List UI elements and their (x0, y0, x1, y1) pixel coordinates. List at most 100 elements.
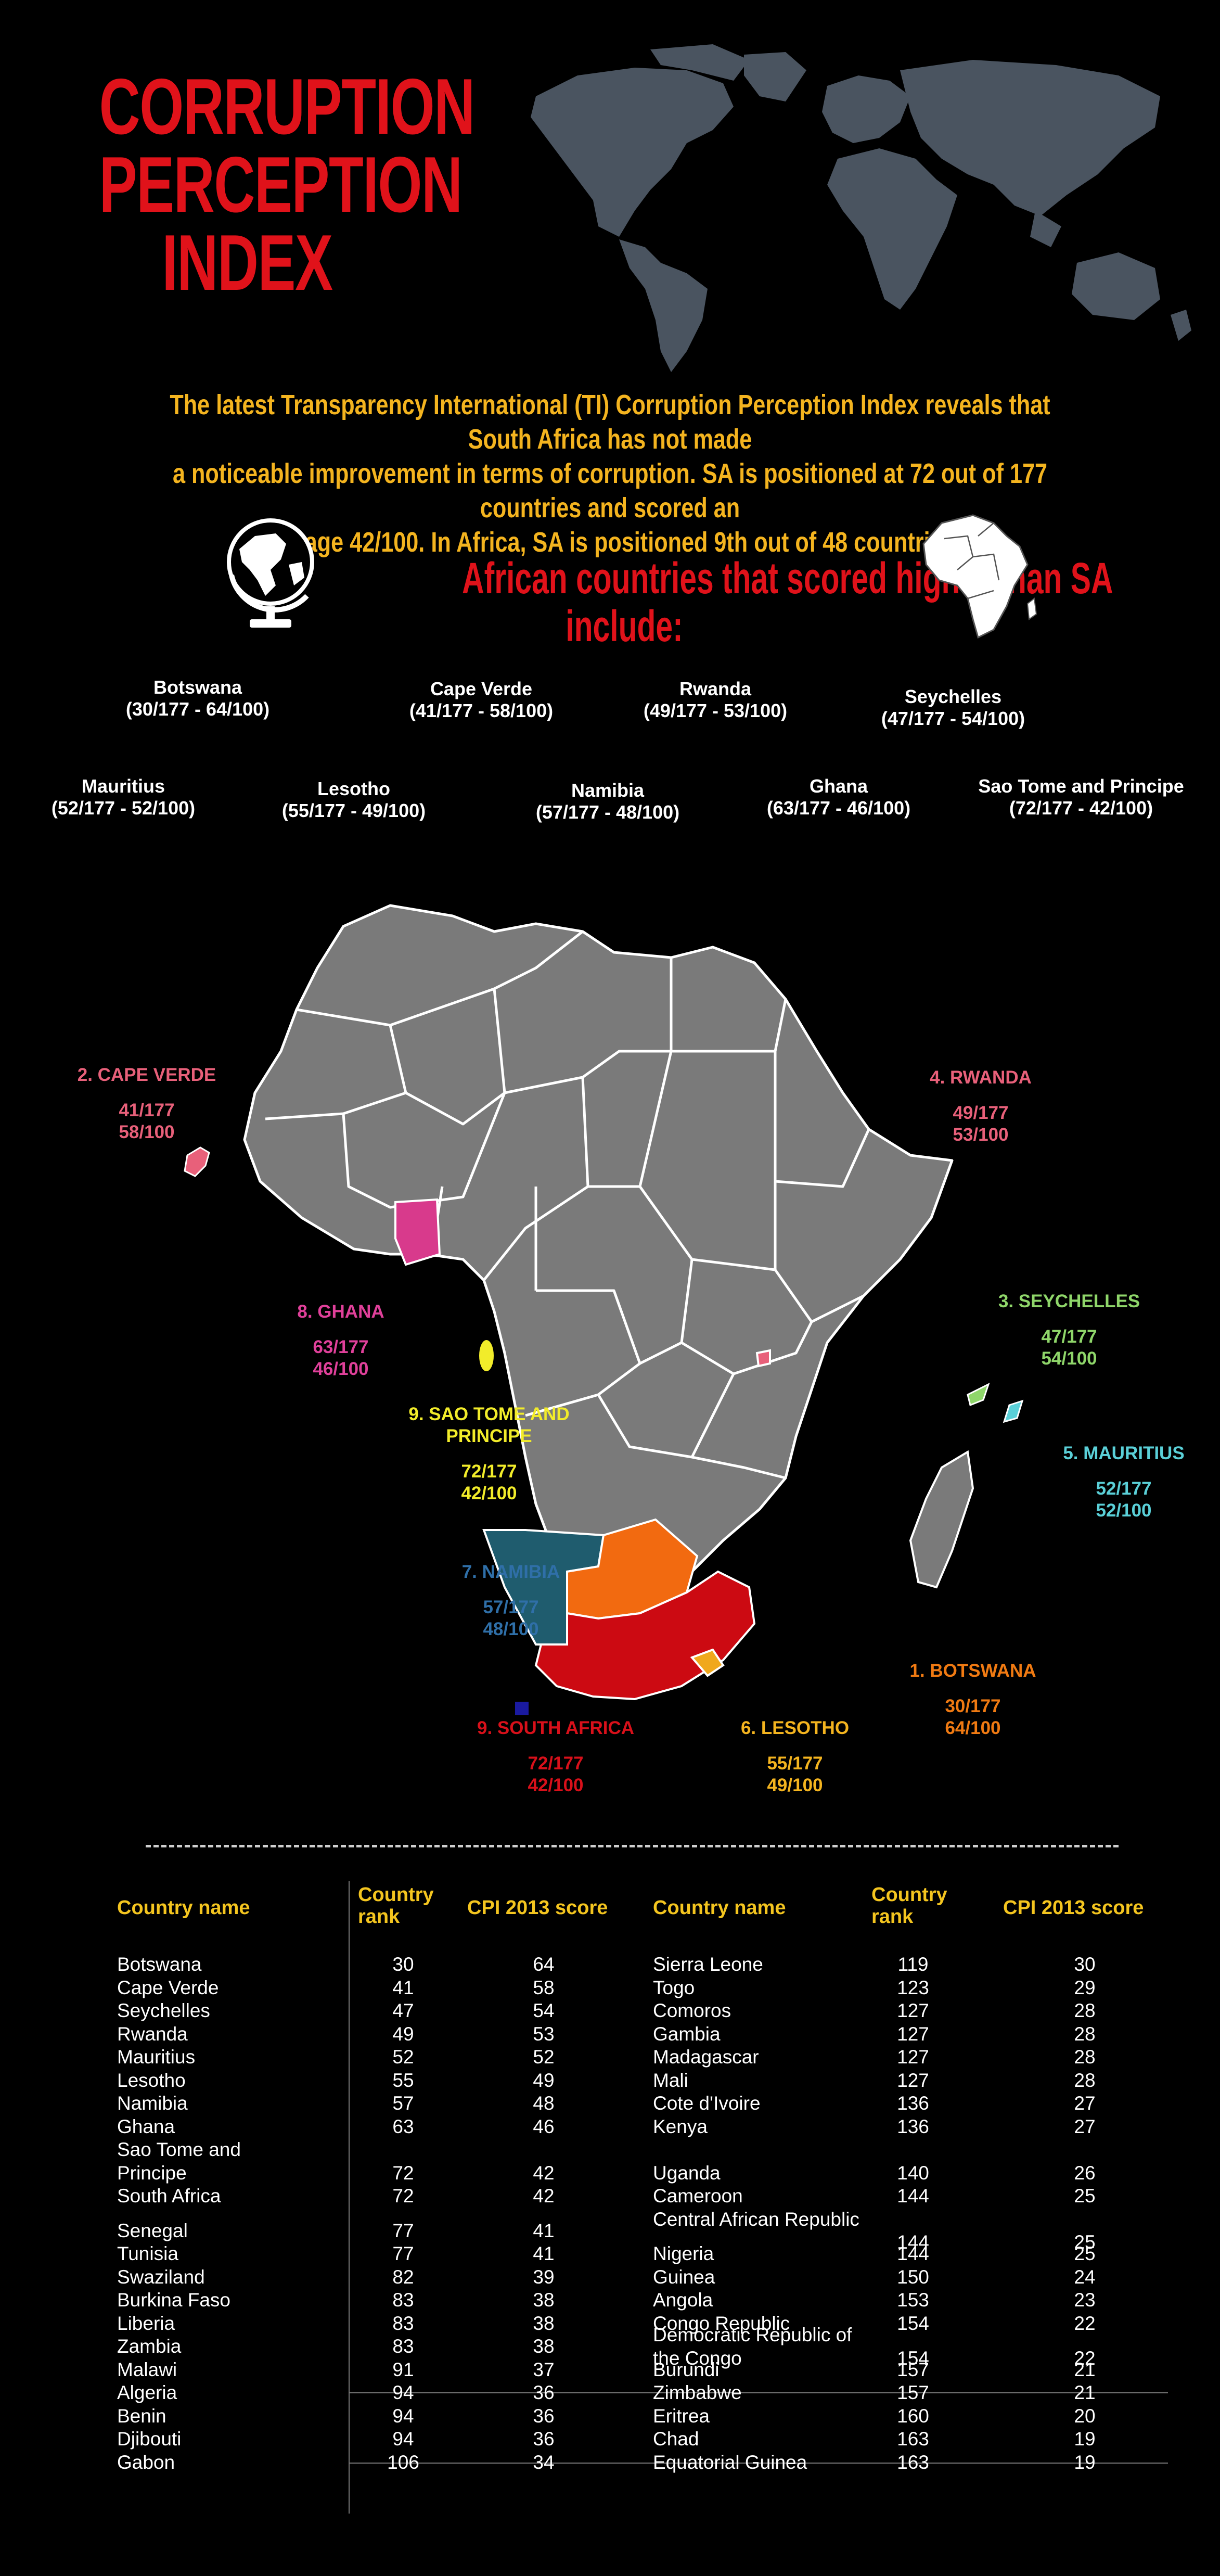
table-cell-country: Togo (653, 1976, 695, 1998)
dashed-divider (146, 1845, 1119, 1847)
intro-line: The latest Transparency International (T… (170, 389, 1050, 455)
table-cell-score: 20 (1074, 2405, 1096, 2427)
table-row-divider (349, 2392, 1168, 2393)
table-cell-country: Gabon (117, 2451, 175, 2473)
table-cell-country: Lesotho (117, 2069, 186, 2091)
table-cell-rank: 144 (897, 2231, 929, 2253)
table-cell-rank: 154 (897, 2347, 929, 2369)
table-cell-rank: 77 (392, 2220, 414, 2241)
table-cell-rank: 153 (897, 2289, 929, 2311)
table-cell-rank: 82 (392, 2266, 414, 2288)
table-cell-country: Burundi (653, 2358, 720, 2380)
table-cell-score: 34 (533, 2451, 555, 2473)
table-cell-rank: 127 (897, 2000, 929, 2021)
map-label-namibia: 7. NAMIBIA 57/177 48/100 (461, 1562, 560, 1639)
table-cell-score: 58 (533, 1976, 555, 1998)
table-cell-score: 21 (1074, 2358, 1096, 2380)
table-header: Country rank (358, 1884, 434, 1928)
table-cell-rank: 49 (392, 2023, 414, 2045)
table-cell-score: 28 (1074, 2000, 1096, 2021)
table-cell-country: Madagascar (653, 2046, 759, 2068)
list-item: Namibia (57/177 - 48/100) (535, 780, 680, 823)
table-cell-rank: 55 (392, 2069, 414, 2091)
intro-line: average 42/100. In Africa, SA is positio… (259, 527, 961, 558)
table-cell-score: 39 (533, 2266, 555, 2288)
table-cell-rank: 91 (392, 2358, 414, 2380)
africa-map (184, 904, 1024, 1715)
table-cell-country: Nigeria (653, 2243, 714, 2265)
table-cell-rank: 163 (897, 2451, 929, 2473)
table-cell-country: Cape Verde (117, 1976, 219, 1998)
intro-text: The latest Transparency International (T… (31, 388, 1189, 559)
table-cell-rank: 30 (392, 1954, 414, 1975)
seychelles-shape (967, 1383, 990, 1407)
mauritius-shape (1003, 1399, 1024, 1423)
table-cell-score: 36 (533, 2382, 555, 2404)
table-cell-score: 28 (1074, 2023, 1096, 2045)
table-cell-country: Senegal (117, 2220, 188, 2241)
table-cell-rank: 83 (392, 2312, 414, 2334)
list-item: Cape Verde (41/177 - 58/100) (409, 678, 554, 721)
list-item: Seychelles (47/177 - 54/100) (881, 686, 1025, 729)
table-cell-country: Burkina Faso (117, 2289, 230, 2311)
table-cell-score: 53 (533, 2023, 555, 2045)
intro-line: a noticeable improvement in terms of cor… (172, 458, 1048, 524)
table-header: Country rank (871, 1884, 947, 1928)
table-cell-rank: 83 (392, 2289, 414, 2311)
table-cell-score: 37 (533, 2358, 555, 2380)
table-cell-rank: 119 (897, 1954, 929, 1975)
table-cell-rank: 123 (897, 1976, 929, 1998)
table-cell-score: 48 (533, 2093, 555, 2114)
table-cell-country: Zambia (117, 2336, 182, 2357)
table-cell-country: Central African Republic (653, 2208, 859, 2230)
table-cell-rank: 157 (897, 2358, 929, 2380)
africa-mainland (243, 904, 954, 1597)
table-cell-country: Mali (653, 2069, 688, 2091)
africa-outline-icon (922, 514, 1037, 639)
table-cell-country: Ghana (117, 2115, 175, 2137)
table-cell-score: 52 (533, 2046, 555, 2068)
table-cell-score: 36 (533, 2405, 555, 2427)
table-cell-country: Equatorial Guinea (653, 2451, 807, 2473)
table-cell-country: Angola (653, 2289, 713, 2311)
table-cell-country: Congo Republic (653, 2312, 790, 2334)
list-item: Lesotho (55/177 - 49/100) (281, 778, 426, 821)
table-cell-rank: 72 (392, 2162, 414, 2184)
table-cell-country: Cameroon (653, 2185, 743, 2207)
table-cell-rank: 127 (897, 2069, 929, 2091)
table-column-divider (349, 1881, 350, 2514)
table-cell-country: Algeria (117, 2382, 177, 2404)
table-cell-rank: 144 (897, 2185, 929, 2207)
list-item: Botswana (30/177 - 64/100) (125, 677, 270, 720)
table-cell-score: 38 (533, 2312, 555, 2334)
sa-marker-icon (515, 1702, 529, 1715)
table-cell-country: Tunisia (117, 2243, 178, 2265)
table-header: CPI 2013 score (467, 1897, 608, 1919)
table-cell-country: Cote d'Ivoire (653, 2093, 761, 2114)
title-line: PERCEPTION (99, 141, 463, 229)
table-cell-country: Eritrea (653, 2405, 710, 2427)
table-cell-score: 42 (533, 2185, 555, 2207)
table-cell-country: Uganda (653, 2162, 721, 2184)
list-item: Rwanda (49/177 - 53/100) (643, 678, 788, 721)
table-cell-rank: 83 (392, 2336, 414, 2357)
lesotho-shape (690, 1648, 725, 1677)
table-cell-score: 25 (1074, 2185, 1096, 2207)
table-cell-country: Sao Tome and Principe (117, 2139, 241, 2184)
table-cell-country: Botswana (117, 1954, 202, 1975)
globe-icon (227, 518, 314, 628)
table-cell-rank: 106 (387, 2451, 419, 2473)
table-cell-country: Djibouti (117, 2428, 182, 2450)
map-label-ghana: 8. GHANA 63/177 46/100 (297, 1302, 384, 1379)
table-cell-country: Malawi (117, 2358, 177, 2380)
table-cell-country: Seychelles (117, 2000, 210, 2021)
table-cell-rank: 52 (392, 2046, 414, 2068)
table-cell-score: 46 (533, 2115, 555, 2137)
page-title: CORRUPTION PERCEPTION INDEX (99, 67, 476, 302)
map-label-rwanda: 4. RWANDA 49/177 53/100 (930, 1067, 1032, 1145)
table-cell-rank: 136 (897, 2115, 929, 2137)
map-label-lesotho: 6. LESOTHO 55/177 49/100 (740, 1718, 850, 1795)
table-cell-score: 30 (1074, 1954, 1096, 1975)
table-cell-country: Sierra Leone (653, 1954, 763, 1975)
table-cell-rank: 150 (897, 2266, 929, 2288)
